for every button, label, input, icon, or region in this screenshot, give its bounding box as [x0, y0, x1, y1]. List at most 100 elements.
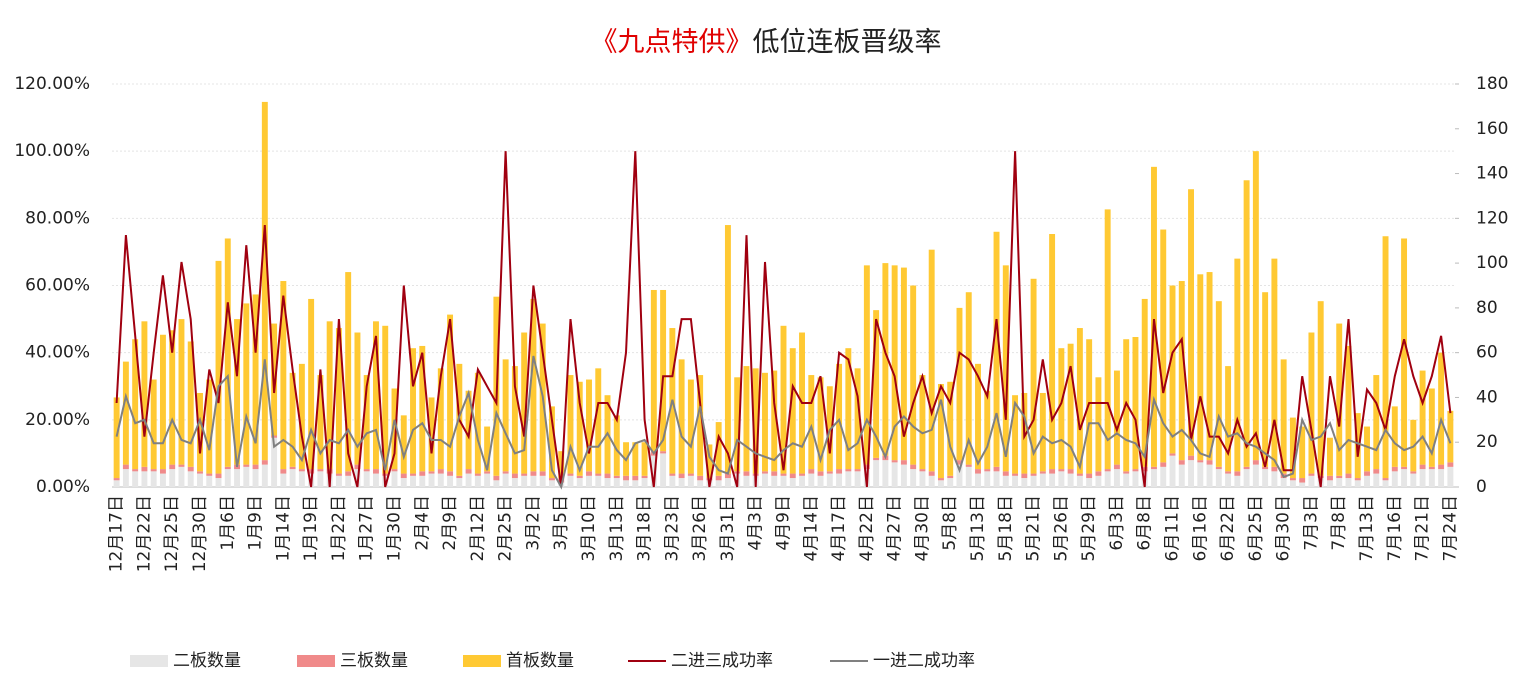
bar	[660, 289, 667, 452]
bar	[1225, 366, 1232, 472]
bar	[252, 294, 259, 465]
x-tick-label: 7月3日	[1301, 495, 1321, 551]
bar	[1215, 301, 1222, 467]
bar	[1401, 469, 1408, 487]
bar	[373, 469, 379, 474]
bar	[159, 473, 166, 487]
bar	[817, 475, 824, 487]
bar	[141, 466, 148, 472]
bar	[345, 475, 352, 487]
bar	[715, 480, 722, 487]
bar	[632, 475, 639, 481]
bar	[474, 475, 481, 487]
bar	[1021, 473, 1028, 479]
bar	[1419, 370, 1426, 465]
bar	[1401, 238, 1408, 467]
bar	[317, 471, 324, 487]
legend-label: 二板数量	[173, 651, 241, 671]
bar	[1113, 469, 1120, 487]
bar	[456, 478, 463, 487]
bar	[206, 379, 213, 474]
bar	[1160, 466, 1167, 487]
bar	[919, 469, 926, 472]
bar	[1076, 328, 1083, 474]
x-tick-label: 6月11日	[1163, 495, 1183, 561]
bar	[595, 475, 602, 487]
x-tick-label: 4月9日	[774, 495, 794, 551]
bar	[650, 289, 657, 452]
y2-tick-label: 140	[1476, 164, 1508, 184]
bar	[1030, 278, 1037, 474]
bar	[132, 339, 139, 470]
bar	[576, 475, 583, 479]
x-tick-label: 2月4日	[412, 495, 432, 551]
bar	[845, 471, 852, 487]
bar	[1382, 236, 1389, 479]
bar	[1252, 464, 1259, 487]
bar	[1262, 466, 1269, 470]
bar	[1289, 417, 1296, 479]
bar	[1262, 469, 1269, 487]
bar	[1058, 469, 1065, 472]
bar	[743, 471, 750, 476]
bar	[271, 437, 278, 487]
bar	[354, 332, 361, 465]
bar	[1373, 473, 1380, 487]
bar	[132, 469, 139, 472]
bar	[613, 475, 620, 479]
x-tick-label: 12月25日	[162, 495, 182, 572]
bar	[1039, 471, 1046, 474]
bar	[224, 469, 231, 487]
bar	[502, 359, 509, 472]
bar	[641, 478, 648, 487]
bar	[373, 321, 379, 470]
y2-tick-label: 120	[1476, 208, 1508, 228]
bar	[586, 475, 592, 487]
bar	[1262, 292, 1269, 467]
bar	[956, 464, 963, 487]
bar	[1252, 151, 1259, 461]
bar	[289, 466, 296, 470]
bar	[1308, 473, 1315, 476]
x-tick-label: 3月18日	[635, 495, 655, 561]
bar	[539, 471, 546, 476]
bar	[1039, 473, 1046, 487]
bar	[1206, 464, 1213, 487]
bar	[1095, 475, 1102, 487]
bar	[345, 471, 352, 476]
bar	[650, 455, 657, 487]
bar	[159, 334, 166, 470]
bar	[1215, 469, 1222, 487]
bar	[817, 471, 824, 476]
x-tick-label: 3月2日	[523, 495, 543, 551]
bar	[1132, 471, 1139, 487]
bar	[900, 464, 907, 487]
bar	[289, 469, 296, 487]
bar	[743, 475, 750, 487]
bar	[826, 473, 833, 487]
bar	[150, 469, 157, 472]
bar	[474, 473, 481, 476]
bar	[335, 328, 342, 474]
bar	[799, 473, 805, 476]
bar	[1049, 234, 1056, 470]
bar	[215, 260, 222, 474]
bar	[891, 462, 898, 487]
bar	[863, 265, 870, 465]
bar	[697, 480, 704, 487]
bar	[956, 307, 963, 461]
bar	[1086, 339, 1093, 474]
bar	[1188, 460, 1194, 487]
bar	[1419, 469, 1426, 487]
bar	[484, 473, 491, 487]
bar	[447, 314, 454, 472]
bar	[326, 321, 333, 470]
bar	[937, 384, 944, 479]
bar	[586, 471, 592, 476]
bar	[836, 363, 843, 470]
bar	[113, 480, 120, 487]
bar	[937, 478, 944, 481]
x-tick-label: 4月17日	[829, 495, 849, 561]
x-tick-label: 4月27日	[885, 495, 905, 561]
x-tick-label: 5月18日	[996, 495, 1016, 561]
